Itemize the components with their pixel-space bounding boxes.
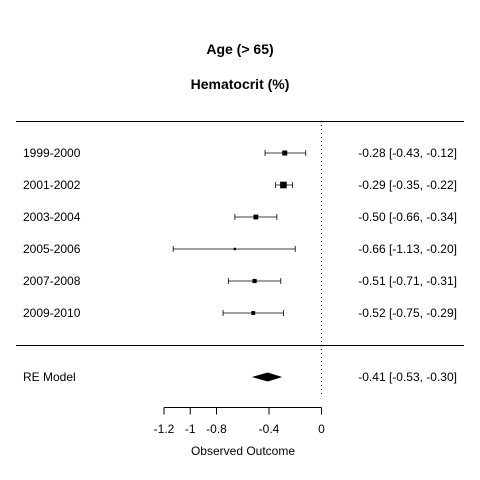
study-label: 2003-2004 — [23, 210, 81, 224]
ci-text: -0.29 [-0.35, -0.22] — [358, 178, 457, 192]
ci-text: -0.52 [-0.75, -0.29] — [358, 306, 457, 320]
x-tick-label: -1 — [185, 422, 196, 436]
x-tick-label: -0.4 — [259, 422, 280, 436]
x-axis: -1.2 -1 -0.8 -0.4 0 — [154, 407, 325, 436]
point-estimate — [251, 311, 256, 315]
point-estimate — [253, 214, 259, 220]
point-estimate — [280, 181, 287, 189]
study-label: 2009-2010 — [23, 306, 81, 320]
study-label: 2001-2002 — [23, 178, 81, 192]
x-tick-label: 0 — [318, 422, 325, 436]
x-tick-label: -1.2 — [154, 422, 175, 436]
study-rows: 1999-2000 -0.28 [-0.43, -0.12] 2001-2002 -0… — [23, 146, 457, 320]
summary-label: RE Model — [23, 370, 76, 384]
summary-row: RE Model -0.41 [-0.53, -0.30] — [23, 370, 457, 384]
point-estimate — [252, 278, 257, 284]
point-estimate — [233, 247, 237, 251]
ci-text: -0.50 [-0.66, -0.34] — [358, 210, 457, 224]
x-tick-label: -0.8 — [206, 422, 227, 436]
summary-ci-text: -0.41 [-0.53, -0.30] — [358, 370, 457, 384]
chart-title: Age (> 65) — [206, 41, 273, 57]
x-axis-label: Observed Outcome — [191, 444, 295, 458]
point-estimate — [282, 150, 288, 156]
study-label: 2005-2006 — [23, 242, 81, 256]
ci-text: -0.66 [-1.13, -0.20] — [358, 242, 457, 256]
study-label: 2007-2008 — [23, 274, 81, 288]
ci-text: -0.28 [-0.43, -0.12] — [358, 146, 457, 160]
study-label: 1999-2000 — [23, 146, 81, 160]
chart-subtitle: Hematocrit (%) — [191, 76, 290, 92]
ci-text: -0.51 [-0.71, -0.31] — [358, 274, 457, 288]
summary-diamond — [251, 372, 283, 382]
